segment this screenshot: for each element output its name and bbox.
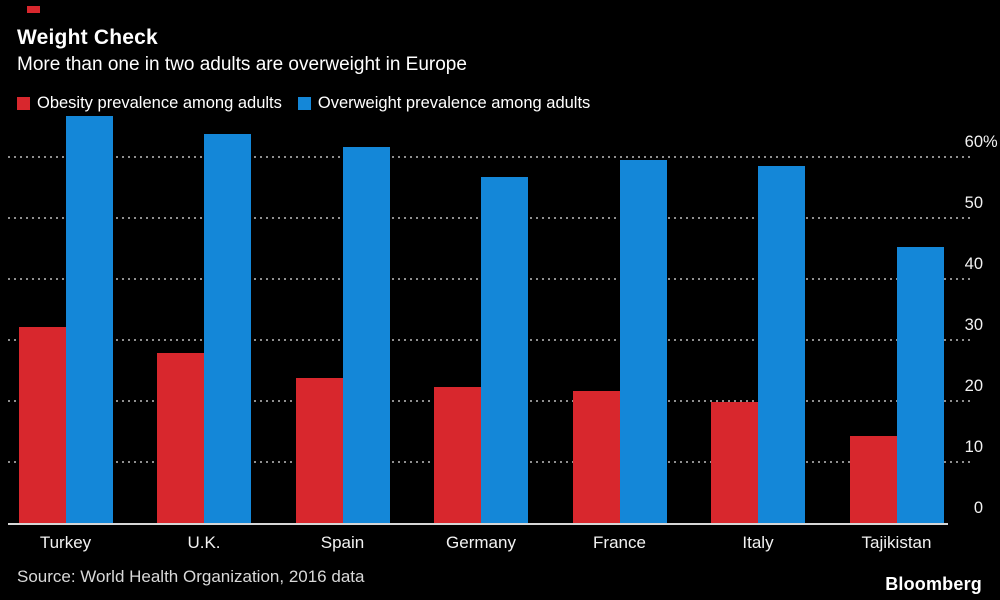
bar-overweight-germany (481, 176, 528, 523)
bar-obesity-france (572, 391, 620, 523)
legend-label-obesity: Obesity prevalence among adults (37, 94, 282, 112)
legend-item-overweight: Overweight prevalence among adults (297, 94, 591, 113)
bar-obesity-italy (711, 401, 758, 523)
y-tick-60: 60% (964, 133, 998, 151)
bar-obesity-u-k (157, 353, 204, 523)
legend-label-overweight: Overweight prevalence among adults (317, 94, 591, 112)
source-note: Source: World Health Organization, 2016 … (17, 567, 365, 586)
x-label-u-k: U.K. (187, 533, 221, 552)
x-label-turkey: Turkey (39, 533, 92, 552)
x-label-italy: Italy (742, 533, 774, 552)
chart-title: Weight Check (17, 26, 158, 49)
bar-overweight-spain (342, 147, 390, 523)
x-axis-line (8, 523, 948, 525)
bar-obesity-germany (434, 386, 481, 523)
bar-overweight-turkey (65, 115, 113, 523)
legend: Obesity prevalence among adults Overweig… (17, 94, 590, 113)
legend-item-obesity: Obesity prevalence among adults (17, 94, 282, 113)
overweight-swatch-icon (297, 97, 311, 110)
bar-overweight-france (619, 160, 667, 523)
y-tick-0: 0 (973, 499, 983, 517)
y-tick-40: 40 (964, 255, 983, 273)
bar-overweight-tajikistan (896, 247, 944, 523)
x-label-tajikistan: Tajikistan (861, 533, 932, 552)
bar-overweight-italy (758, 166, 805, 523)
x-label-germany: Germany (446, 533, 516, 552)
bar-obesity-tajikistan (849, 436, 897, 523)
x-label-spain: Spain (320, 533, 365, 552)
y-tick-50: 50 (964, 194, 983, 212)
y-tick-20: 20 (964, 377, 983, 395)
y-tick-30: 30 (964, 316, 983, 334)
bloomberg-logo: Bloomberg (885, 574, 982, 594)
obesity-swatch-icon (17, 97, 30, 110)
bar-obesity-turkey (18, 327, 66, 523)
accent-mark (27, 6, 40, 13)
y-tick-10: 10 (964, 438, 983, 456)
gridline-60 (8, 156, 973, 158)
chart-subtitle: More than one in two adults are overweig… (17, 54, 467, 75)
bar-obesity-spain (295, 377, 343, 523)
x-label-france: France (593, 533, 646, 552)
bar-overweight-u-k (204, 134, 251, 523)
